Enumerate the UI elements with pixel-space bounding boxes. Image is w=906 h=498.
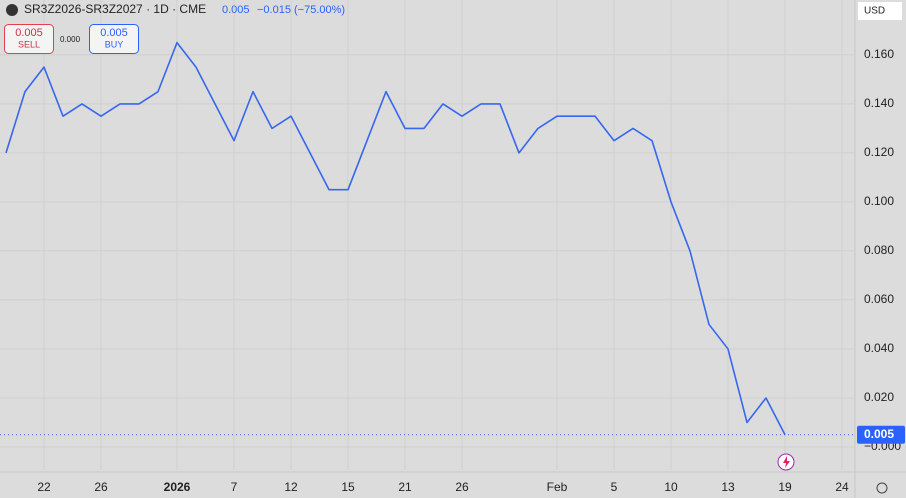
last-price-badge	[857, 425, 905, 444]
x-tick-label: 7	[231, 480, 238, 494]
x-tick-label: 19	[778, 480, 792, 494]
event-bolt	[783, 456, 790, 468]
last-price: 0.005	[222, 4, 250, 16]
y-tick-label: 0.040	[864, 341, 894, 355]
y-tick-label: 0.120	[864, 145, 894, 159]
y-tick-label: 0.060	[864, 292, 894, 306]
x-tick-label: 26	[455, 480, 469, 494]
last-price-label: 0.005	[864, 427, 894, 441]
grid	[0, 0, 855, 470]
sell-price[interactable]: 0.005	[15, 27, 43, 39]
currency[interactable]: USD	[864, 6, 885, 17]
buy-button[interactable]	[89, 24, 139, 54]
plot	[0, 41, 855, 436]
y-tick-label: 0.080	[864, 243, 894, 257]
x-tick-label: Feb	[547, 480, 568, 494]
symbol-logo[interactable]	[6, 4, 18, 16]
x-tick-label: 22	[37, 480, 51, 494]
x-tick-label: 21	[398, 480, 412, 494]
buy-label[interactable]: BUY	[105, 39, 124, 49]
y-tick-label: 0.100	[864, 194, 894, 208]
y-tick-label: 0.020	[864, 390, 894, 404]
x-tick-label: 13	[721, 480, 735, 494]
x-tick-label: 5	[611, 480, 618, 494]
symbol-title[interactable]: SR3Z2026-SR3Z2027 · 1D · CME	[24, 2, 206, 16]
x-tick-label: 10	[664, 480, 678, 494]
spread: 0.000	[60, 35, 81, 44]
settings-icon[interactable]	[876, 482, 888, 494]
x-tick-label: 12	[284, 480, 298, 494]
y-tick-label: 0.160	[864, 47, 894, 61]
price-line	[5, 41, 786, 436]
x-tick-label: 24	[835, 480, 849, 494]
currency-box[interactable]	[858, 2, 902, 20]
price-change: −0.015 (−75.00%)	[257, 4, 345, 16]
sell-button[interactable]	[4, 24, 54, 54]
x-tick-label: 2026	[164, 480, 191, 494]
x-tick-label: 26	[94, 480, 108, 494]
y-tick-label: 0.140	[864, 96, 894, 110]
buy-price[interactable]: 0.005	[100, 27, 128, 39]
x-tick-label: 15	[341, 480, 355, 494]
sell-label[interactable]: SELL	[18, 39, 40, 49]
